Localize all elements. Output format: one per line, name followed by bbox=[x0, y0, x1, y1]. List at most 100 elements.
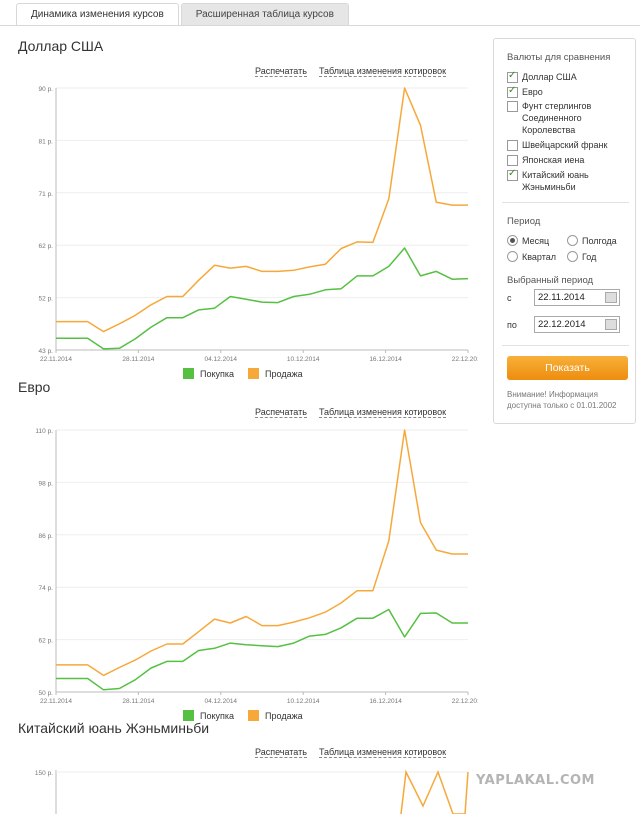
chart-usd: 43 р. 52 р. 62 р. 71 р. 81 р. 90 р. 22.11.2014… bbox=[39, 86, 478, 362]
legend-sell-label: Продажа bbox=[265, 368, 303, 379]
x-tick-label: 28.11.2014 bbox=[122, 698, 154, 705]
radio-button[interactable] bbox=[507, 235, 518, 246]
y-tick-label: 50 р. bbox=[39, 690, 54, 697]
chart-links-eur: Распечатать Таблица изменения котировок bbox=[255, 407, 447, 418]
checkbox-jpy[interactable]: Японская иена bbox=[507, 154, 584, 166]
legend-buy-label: Покупка bbox=[200, 710, 235, 721]
print-link[interactable]: Распечатать bbox=[255, 747, 307, 758]
y-tick-label: 110 р. bbox=[35, 428, 53, 435]
currency-panel: Валюты для сравнения Доллар США Евро Фун… bbox=[493, 38, 636, 424]
checkbox-label: Евро bbox=[522, 87, 543, 97]
checkbox-cny[interactable]: Китайский юань Жэньминьби bbox=[507, 168, 607, 193]
radio-half-year[interactable]: Полгода bbox=[567, 235, 617, 246]
checkbox-eur[interactable]: Евро bbox=[507, 85, 543, 98]
legend-sell-swatch bbox=[248, 710, 260, 721]
checkbox-usd[interactable]: Доллар США bbox=[507, 70, 577, 83]
x-tick-label: 10.12.2014 bbox=[287, 356, 320, 362]
checkbox-label: Японская иена bbox=[522, 155, 585, 165]
y-tick-label: 150 р. bbox=[35, 770, 53, 777]
radio-label: Год bbox=[582, 251, 597, 262]
panel-divider bbox=[502, 202, 629, 203]
checkbox-box[interactable] bbox=[507, 70, 518, 83]
legend-sell-label: Продажа bbox=[265, 710, 303, 721]
x-tick-label: 22.11.2014 bbox=[40, 356, 72, 362]
y-tick-label: 90 р. bbox=[39, 86, 54, 93]
tab-extended-table[interactable]: Расширенная таблица курсов bbox=[180, 3, 349, 26]
checkbox-chf[interactable]: Швейцарский франк bbox=[507, 139, 607, 151]
y-tick-label: 62 р. bbox=[39, 638, 54, 645]
chart-title-usd: Доллар США bbox=[18, 38, 104, 54]
x-tick-label: 16.12.2014 bbox=[369, 698, 402, 705]
period-title: Период bbox=[507, 216, 541, 227]
checkbox-gbp[interactable]: Фунт стерлингов Соединенного Королевства bbox=[507, 100, 617, 136]
chart-links-cny: Распечатать Таблица изменения котировок bbox=[255, 747, 447, 758]
legend-buy: Покупка bbox=[183, 710, 234, 721]
legend-buy-label: Покупка bbox=[200, 368, 235, 379]
radio-year[interactable]: Год bbox=[567, 251, 596, 262]
radio-label: Полгода bbox=[582, 235, 617, 246]
y-tick-label: 52 р. bbox=[39, 296, 54, 303]
y-tick-label: 81 р. bbox=[39, 138, 54, 145]
chart-title-eur: Евро bbox=[18, 379, 51, 395]
table-link[interactable]: Таблица изменения котировок bbox=[318, 66, 447, 77]
legend-sell: Продажа bbox=[248, 368, 303, 379]
checkbox-label: Доллар США bbox=[522, 72, 577, 82]
tabs-divider bbox=[0, 25, 640, 26]
y-tick-label: 98 р. bbox=[39, 480, 54, 487]
x-tick-label: 22.12.2014 bbox=[452, 356, 478, 362]
radio-month[interactable]: Месяц bbox=[507, 235, 549, 246]
legend-sell-swatch bbox=[248, 368, 260, 379]
date-to-input[interactable]: 22.12.2014 bbox=[534, 316, 620, 333]
y-tick-label: 86 р. bbox=[39, 533, 54, 540]
checkbox-label: Швейцарский франк bbox=[522, 140, 608, 150]
legend-sell: Продажа bbox=[248, 710, 303, 721]
checkbox-label: Фунт стерлингов Соединенного Королевства bbox=[522, 101, 592, 135]
tab-bar: Динамика изменения курсов Расширенная та… bbox=[16, 3, 351, 26]
table-link[interactable]: Таблица изменения котировок bbox=[318, 407, 447, 418]
x-tick-label: 22.11.2014 bbox=[40, 698, 72, 705]
x-tick-label: 22.12.2014 bbox=[452, 698, 478, 705]
chart-title-cny: Китайский юань Жэньминьби bbox=[18, 720, 210, 736]
series-buy-line bbox=[56, 608, 468, 691]
selected-period-title: Выбранный период bbox=[507, 275, 594, 286]
y-tick-label: 71 р. bbox=[39, 191, 54, 198]
currencies-title: Валюты для сравнения bbox=[507, 52, 611, 63]
x-tick-label: 10.12.2014 bbox=[287, 698, 320, 705]
x-tick-label: 04.12.2014 bbox=[205, 698, 238, 705]
series-sell-line bbox=[400, 769, 469, 814]
show-button[interactable]: Показать bbox=[507, 356, 628, 380]
date-from-input[interactable]: 22.11.2014 bbox=[534, 289, 620, 306]
x-tick-label: 28.11.2014 bbox=[122, 356, 154, 362]
print-link[interactable]: Распечатать bbox=[255, 407, 307, 418]
checkbox-box[interactable] bbox=[507, 140, 518, 151]
chart-links-usd: Распечатать Таблица изменения котировок bbox=[255, 66, 447, 77]
y-tick-label: 43 р. bbox=[39, 348, 54, 355]
print-link[interactable]: Распечатать bbox=[255, 66, 307, 77]
calendar-icon[interactable] bbox=[605, 292, 617, 303]
panel-divider bbox=[502, 345, 629, 346]
checkbox-box[interactable] bbox=[507, 85, 518, 98]
checkbox-box[interactable] bbox=[507, 101, 518, 112]
checkbox-box[interactable] bbox=[507, 168, 518, 181]
table-link[interactable]: Таблица изменения котировок bbox=[318, 747, 447, 758]
date-to-value: 22.12.2014 bbox=[538, 319, 586, 330]
radio-label: Месяц bbox=[522, 235, 550, 246]
date-to-label: по bbox=[507, 320, 517, 330]
calendar-icon[interactable] bbox=[605, 319, 617, 330]
legend-buy: Покупка bbox=[183, 368, 234, 379]
y-tick-label: 74 р. bbox=[39, 585, 54, 592]
tab-dynamics[interactable]: Динамика изменения курсов bbox=[16, 3, 179, 26]
series-sell-line bbox=[56, 429, 468, 677]
checkbox-box[interactable] bbox=[507, 155, 518, 166]
radio-quarter[interactable]: Квартал bbox=[507, 251, 556, 262]
y-tick-label: 62 р. bbox=[39, 243, 54, 250]
series-sell-line bbox=[56, 87, 468, 333]
radio-button[interactable] bbox=[507, 251, 518, 262]
legend-buy-swatch bbox=[183, 710, 194, 721]
radio-button[interactable] bbox=[567, 251, 578, 262]
chart-eur: 50 р. 62 р. 74 р. 86 р. 98 р. 110 р. 22.11.201… bbox=[35, 428, 478, 705]
radio-button[interactable] bbox=[567, 235, 578, 246]
legend-buy-swatch bbox=[183, 368, 194, 379]
radio-label: Квартал bbox=[522, 251, 557, 262]
legend-eur: Покупка Продажа bbox=[183, 710, 303, 721]
